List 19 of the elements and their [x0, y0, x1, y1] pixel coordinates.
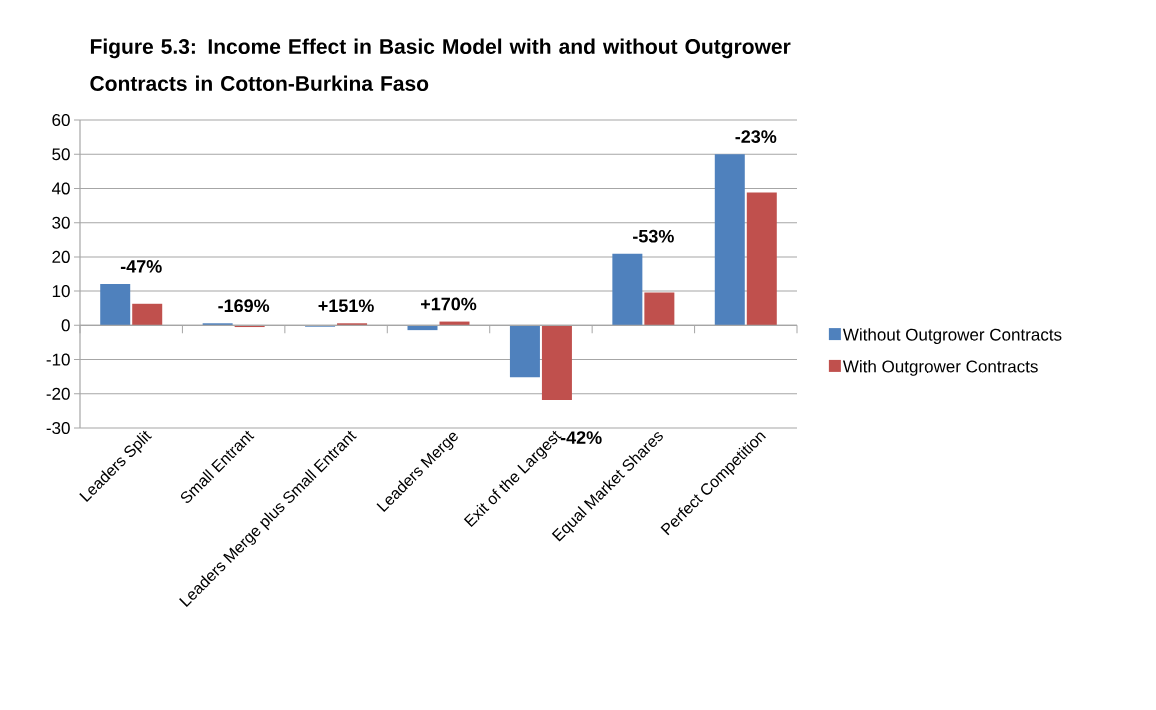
y-tick-label: 10 — [52, 285, 70, 298]
y-tick-label: 50 — [52, 148, 70, 161]
annotation: -53% — [633, 229, 674, 243]
y-tick-label: -20 — [46, 387, 70, 400]
annotation: +151% — [318, 299, 374, 313]
y-tick-label: 30 — [52, 216, 70, 229]
annotation: -23% — [735, 130, 777, 144]
y-tick-label: 60 — [52, 113, 70, 127]
legend-label: With Outgrower Contracts — [842, 360, 1038, 376]
y-tick-label: -30 — [46, 421, 70, 435]
annotation: +170% — [420, 297, 477, 311]
legend-label: Without Outgrower Contracts — [842, 328, 1062, 345]
y-tick-label: 20 — [52, 250, 70, 263]
y-tick-label: -10 — [46, 353, 70, 366]
chart-title: Figure 5.3: Income Effect in Basic Model with and without Outgrower Contracts in Cotton-Burkina Faso — [90, 38, 791, 91]
annotation: -169% — [218, 299, 270, 313]
y-tick-label: 40 — [51, 182, 70, 195]
y-tick-label: 0 — [61, 319, 70, 332]
annotation: -47% — [120, 260, 162, 273]
